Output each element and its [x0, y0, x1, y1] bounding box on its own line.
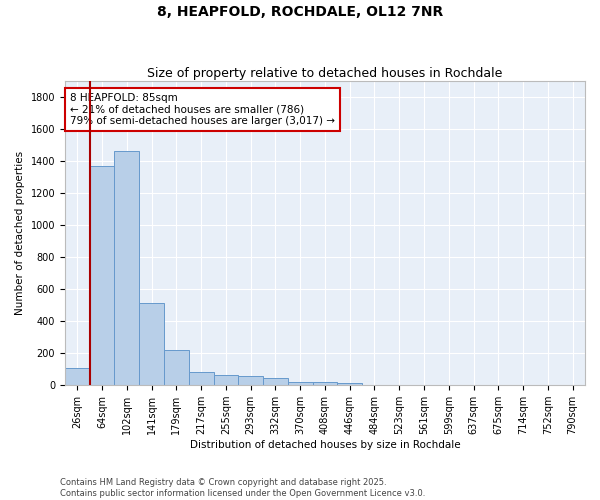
- Bar: [115, 151, 139, 385]
- Title: Size of property relative to detached houses in Rochdale: Size of property relative to detached ho…: [147, 66, 503, 80]
- X-axis label: Distribution of detached houses by size in Rochdale: Distribution of detached houses by size …: [190, 440, 460, 450]
- Bar: [139, 304, 164, 385]
- Bar: [214, 375, 238, 385]
- Bar: [337, 383, 362, 385]
- Bar: [89, 166, 115, 385]
- Text: 8, HEAPFOLD, ROCHDALE, OL12 7NR: 8, HEAPFOLD, ROCHDALE, OL12 7NR: [157, 5, 443, 19]
- Bar: [313, 382, 337, 385]
- Bar: [288, 382, 313, 385]
- Y-axis label: Number of detached properties: Number of detached properties: [15, 151, 25, 315]
- Text: 8 HEAPFOLD: 85sqm
← 21% of detached houses are smaller (786)
79% of semi-detache: 8 HEAPFOLD: 85sqm ← 21% of detached hous…: [70, 93, 335, 126]
- Bar: [189, 372, 214, 385]
- Bar: [164, 350, 189, 385]
- Text: Contains HM Land Registry data © Crown copyright and database right 2025.
Contai: Contains HM Land Registry data © Crown c…: [60, 478, 425, 498]
- Bar: [238, 376, 263, 385]
- Bar: [263, 378, 288, 385]
- Bar: [65, 368, 89, 385]
